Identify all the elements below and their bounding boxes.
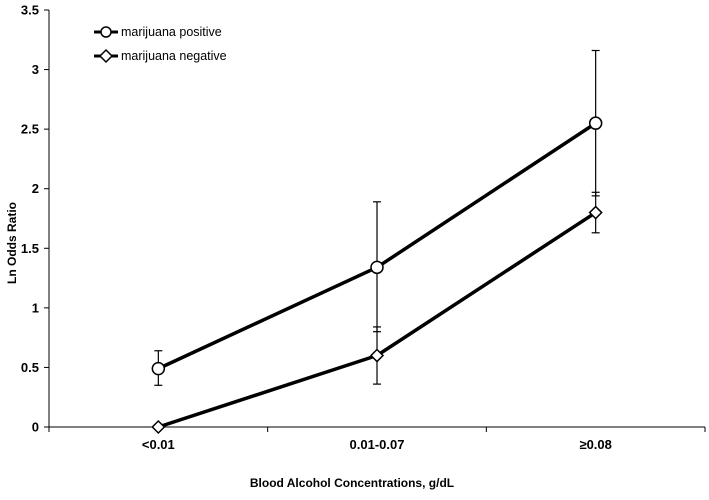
y-tick-label: 1.5	[21, 241, 39, 256]
legend: marijuana positive marijuana negative	[94, 25, 227, 64]
y-tick-label: 2	[32, 181, 39, 196]
data-point-diamond	[151, 419, 166, 435]
y-tick-labels: 0 0.5 1 1.5 2 2.5 3 3.5	[21, 3, 49, 435]
series-layer	[151, 49, 603, 435]
x-tick-label: 0.01-0.07	[350, 437, 405, 452]
legend-label-positive: marijuana positive	[121, 25, 222, 39]
x-axis-title: Blood Alcohol Concentrations, g/dL	[250, 476, 454, 490]
y-tick-label: 2.5	[21, 122, 39, 137]
y-axis-title: Ln Odds Ratio	[5, 202, 19, 284]
x-tick-labels: <0.01 0.01-0.07 ≥0.08	[48, 427, 706, 452]
y-tick-label: 3.5	[21, 3, 39, 18]
y-tick-label: 1	[32, 300, 39, 315]
data-point-diamond	[588, 205, 603, 220]
data-point-circle	[588, 116, 603, 130]
y-tick-label: 3	[32, 62, 39, 77]
data-point-diamond	[369, 348, 385, 363]
x-tick-label: <0.01	[142, 437, 175, 452]
data-point-circle	[151, 361, 166, 376]
legend-label-negative: marijuana negative	[121, 49, 227, 63]
x-tick-label: ≥0.08	[579, 437, 611, 452]
legend-marker-negative	[98, 48, 114, 64]
legend-marker-positive	[100, 26, 112, 38]
series-marijuana-positive	[151, 49, 603, 386]
data-point-circle	[370, 260, 384, 275]
series-marijuana-negative	[151, 191, 603, 435]
y-tick-label: 0.5	[21, 360, 39, 375]
y-tick-label: 0	[32, 420, 39, 435]
